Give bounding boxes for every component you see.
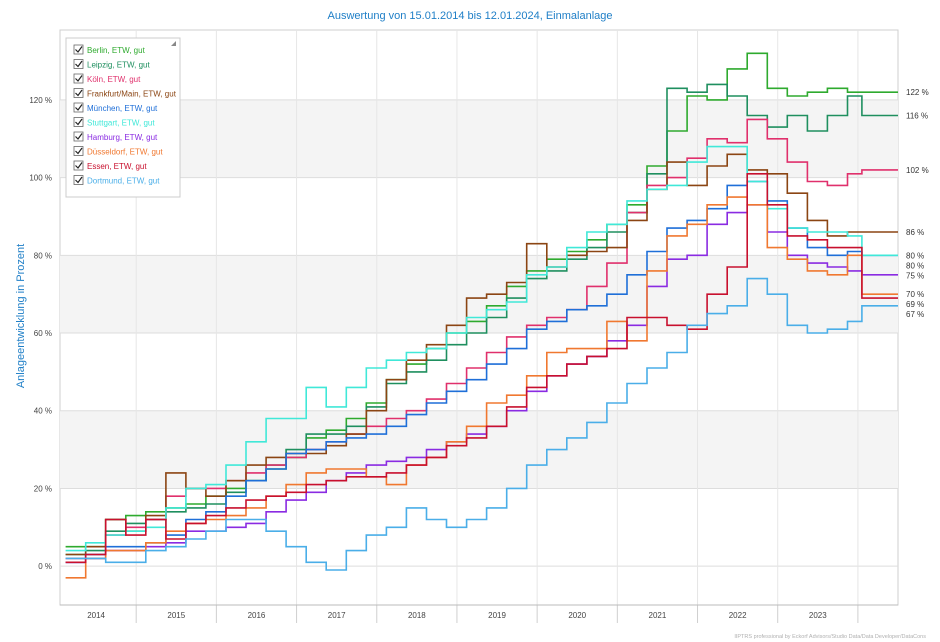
legend-entry: Stuttgart, ETW, gut [87, 119, 155, 128]
check-icon [75, 176, 83, 184]
x-tick-label: 2020 [568, 611, 586, 620]
legend-entry: Düsseldorf, ETW, gut [87, 148, 163, 157]
legend-checkbox [73, 131, 84, 142]
legend-entry: Dortmund, ETW, gut [87, 177, 160, 186]
chart-title: Auswertung von 15.01.2014 bis 12.01.2024… [328, 10, 613, 22]
grid-band [60, 99, 898, 178]
legend-entry: Hamburg, ETW, gut [87, 133, 158, 142]
y-axis-label: Anlageentwicklung in Prozent [15, 244, 27, 388]
legend-entry: München, ETW, gut [87, 104, 158, 113]
end-label: 69 % [906, 300, 924, 309]
legend-checkbox [73, 146, 84, 156]
check-icon [75, 147, 83, 155]
end-label: 67 % [906, 310, 924, 319]
x-tick-label: 2019 [488, 611, 506, 620]
check-icon [75, 162, 83, 169]
grid-band [60, 410, 898, 489]
series-line [65, 153, 898, 556]
check-icon [75, 104, 83, 111]
x-tick-label: 2017 [328, 611, 346, 620]
legend-entry: Frankfurt/Main, ETW, gut [87, 90, 177, 99]
end-label: 86 % [906, 228, 924, 237]
grid-lines [60, 30, 898, 605]
y-tick-label: 120 % [29, 96, 52, 105]
x-tick-label: 2022 [729, 611, 747, 620]
footer-credit: IIPTRS professional by Eckorf Advisors/S… [734, 634, 926, 640]
y-tick-label: 20 % [34, 484, 52, 493]
legend-checkbox [73, 117, 84, 127]
x-tick-label: 2014 [87, 611, 105, 620]
legend-checkbox [73, 73, 84, 84]
grid-band [60, 255, 898, 334]
x-tick-label: 2015 [167, 611, 185, 620]
resize-grip-icon [171, 41, 176, 46]
end-label: 75 % [906, 271, 924, 280]
check-icon [75, 89, 83, 97]
end-label: 80 % [906, 251, 924, 260]
x-tick-label: 2023 [809, 611, 827, 620]
y-tick-label: 0 % [38, 562, 52, 571]
legend-entry: Leipzig, ETW, gut [87, 61, 150, 70]
end-label: 102 % [906, 166, 929, 175]
end-label: 122 % [906, 88, 929, 97]
legend-box [65, 37, 181, 198]
y-tick-label: 40 % [34, 407, 52, 416]
series-line [65, 145, 898, 552]
legend-checkbox [73, 88, 84, 98]
grid-bands [59, 29, 899, 606]
x-tick-label: 2016 [248, 611, 266, 620]
series-lines [65, 52, 898, 579]
check-icon [75, 75, 83, 82]
check-icon [75, 46, 83, 53]
legend-checkbox [73, 160, 84, 171]
series-line [65, 83, 898, 556]
end-label: 70 % [906, 290, 924, 299]
y-tick-label: 100 % [29, 174, 52, 183]
legend-checkbox [73, 44, 84, 55]
x-tick-label: 2021 [649, 611, 667, 620]
legend: Berlin, ETW, gut Leipzig, ETW, gut Köln, E… [65, 37, 181, 198]
y-tick-label: 80 % [34, 251, 52, 260]
check-icon [75, 133, 83, 140]
check-icon [75, 118, 83, 126]
end-label: 116 % [906, 111, 928, 120]
legend-entry: Köln, ETW, gut [87, 75, 141, 84]
y-tick-label: 60 % [34, 329, 52, 338]
legend-checkbox [73, 59, 84, 69]
series-line [65, 277, 898, 571]
x-tick-label: 2018 [408, 611, 426, 620]
legend-entry: Berlin, ETW, gut [87, 46, 146, 55]
end-label: 80 % [906, 261, 924, 270]
series-line [65, 173, 898, 564]
end-labels: 122 %116 %102 %86 %80 %80 %75 %70 %69 %6… [906, 88, 929, 319]
check-icon [75, 60, 83, 68]
legend-checkbox [73, 102, 84, 113]
axes: 0 % 20 % 40 % 60 % 80 % 100 % 120 % 2014 2015 201… [29, 96, 898, 623]
legend-checkbox [73, 175, 84, 185]
legend-entry: Essen, ETW, gut [87, 162, 147, 171]
